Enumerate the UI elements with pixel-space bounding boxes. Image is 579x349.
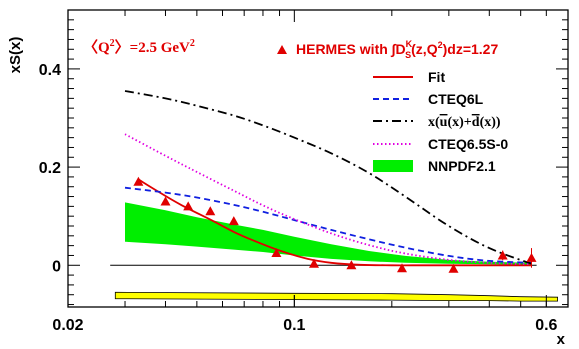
y-axis-label: xS(x) (7, 37, 24, 74)
y-tick-label: 0 (52, 258, 61, 275)
data-point (183, 201, 194, 211)
legend: Fit CTEQ6L x(u(x)+d(x)) CTEQ6.5S-0 NNPDF… (373, 69, 508, 174)
x-axis-label: x (557, 331, 566, 348)
legend-swatch-nnpdf (373, 160, 413, 172)
data-point (309, 258, 319, 268)
data-point (133, 176, 144, 186)
y-tick-label: 0.4 (39, 62, 61, 79)
data-point (497, 250, 508, 260)
legend-label-fit: Fit (428, 69, 445, 85)
data-point (397, 263, 407, 273)
systematic-band (114, 291, 558, 302)
data-point (205, 206, 216, 216)
hermes-annotation: HERMES with ∫DK S(z,Q2)dz=1.27 (277, 39, 498, 60)
series-ubar_dbar (124, 90, 532, 265)
data-point (160, 196, 171, 206)
data-point (526, 252, 537, 262)
q2-annotation: 〈Q2〉=2.5 GeV2 (83, 38, 195, 56)
x-tick-label: 0.02 (52, 317, 83, 334)
legend-label-cteq65s0: CTEQ6.5S-0 (428, 136, 508, 152)
data-point (448, 263, 459, 273)
legend-label-nnpdf: NNPDF2.1 (428, 158, 496, 174)
nnpdf-band (125, 202, 532, 265)
y-tick-label: 0.2 (39, 160, 61, 177)
x-tick-label: 0.6 (535, 317, 557, 334)
x-tick-label: 0.1 (283, 317, 305, 334)
data-point (228, 216, 239, 226)
series-cteq65s0 (124, 133, 532, 266)
svg-text:HERMES with ∫DKS(z,Q2)dz=1.27: HERMES with ∫DK S(z,Q2)dz=1.27 (296, 39, 498, 60)
series-cteq6l (124, 186, 532, 264)
data-point (346, 260, 357, 270)
legend-label-cteq6l: CTEQ6L (428, 91, 484, 107)
hermes-marker (277, 45, 287, 54)
legend-label-ubar-dbar: x(u(x)+d(x)) (428, 115, 501, 130)
data-point (271, 248, 282, 257)
